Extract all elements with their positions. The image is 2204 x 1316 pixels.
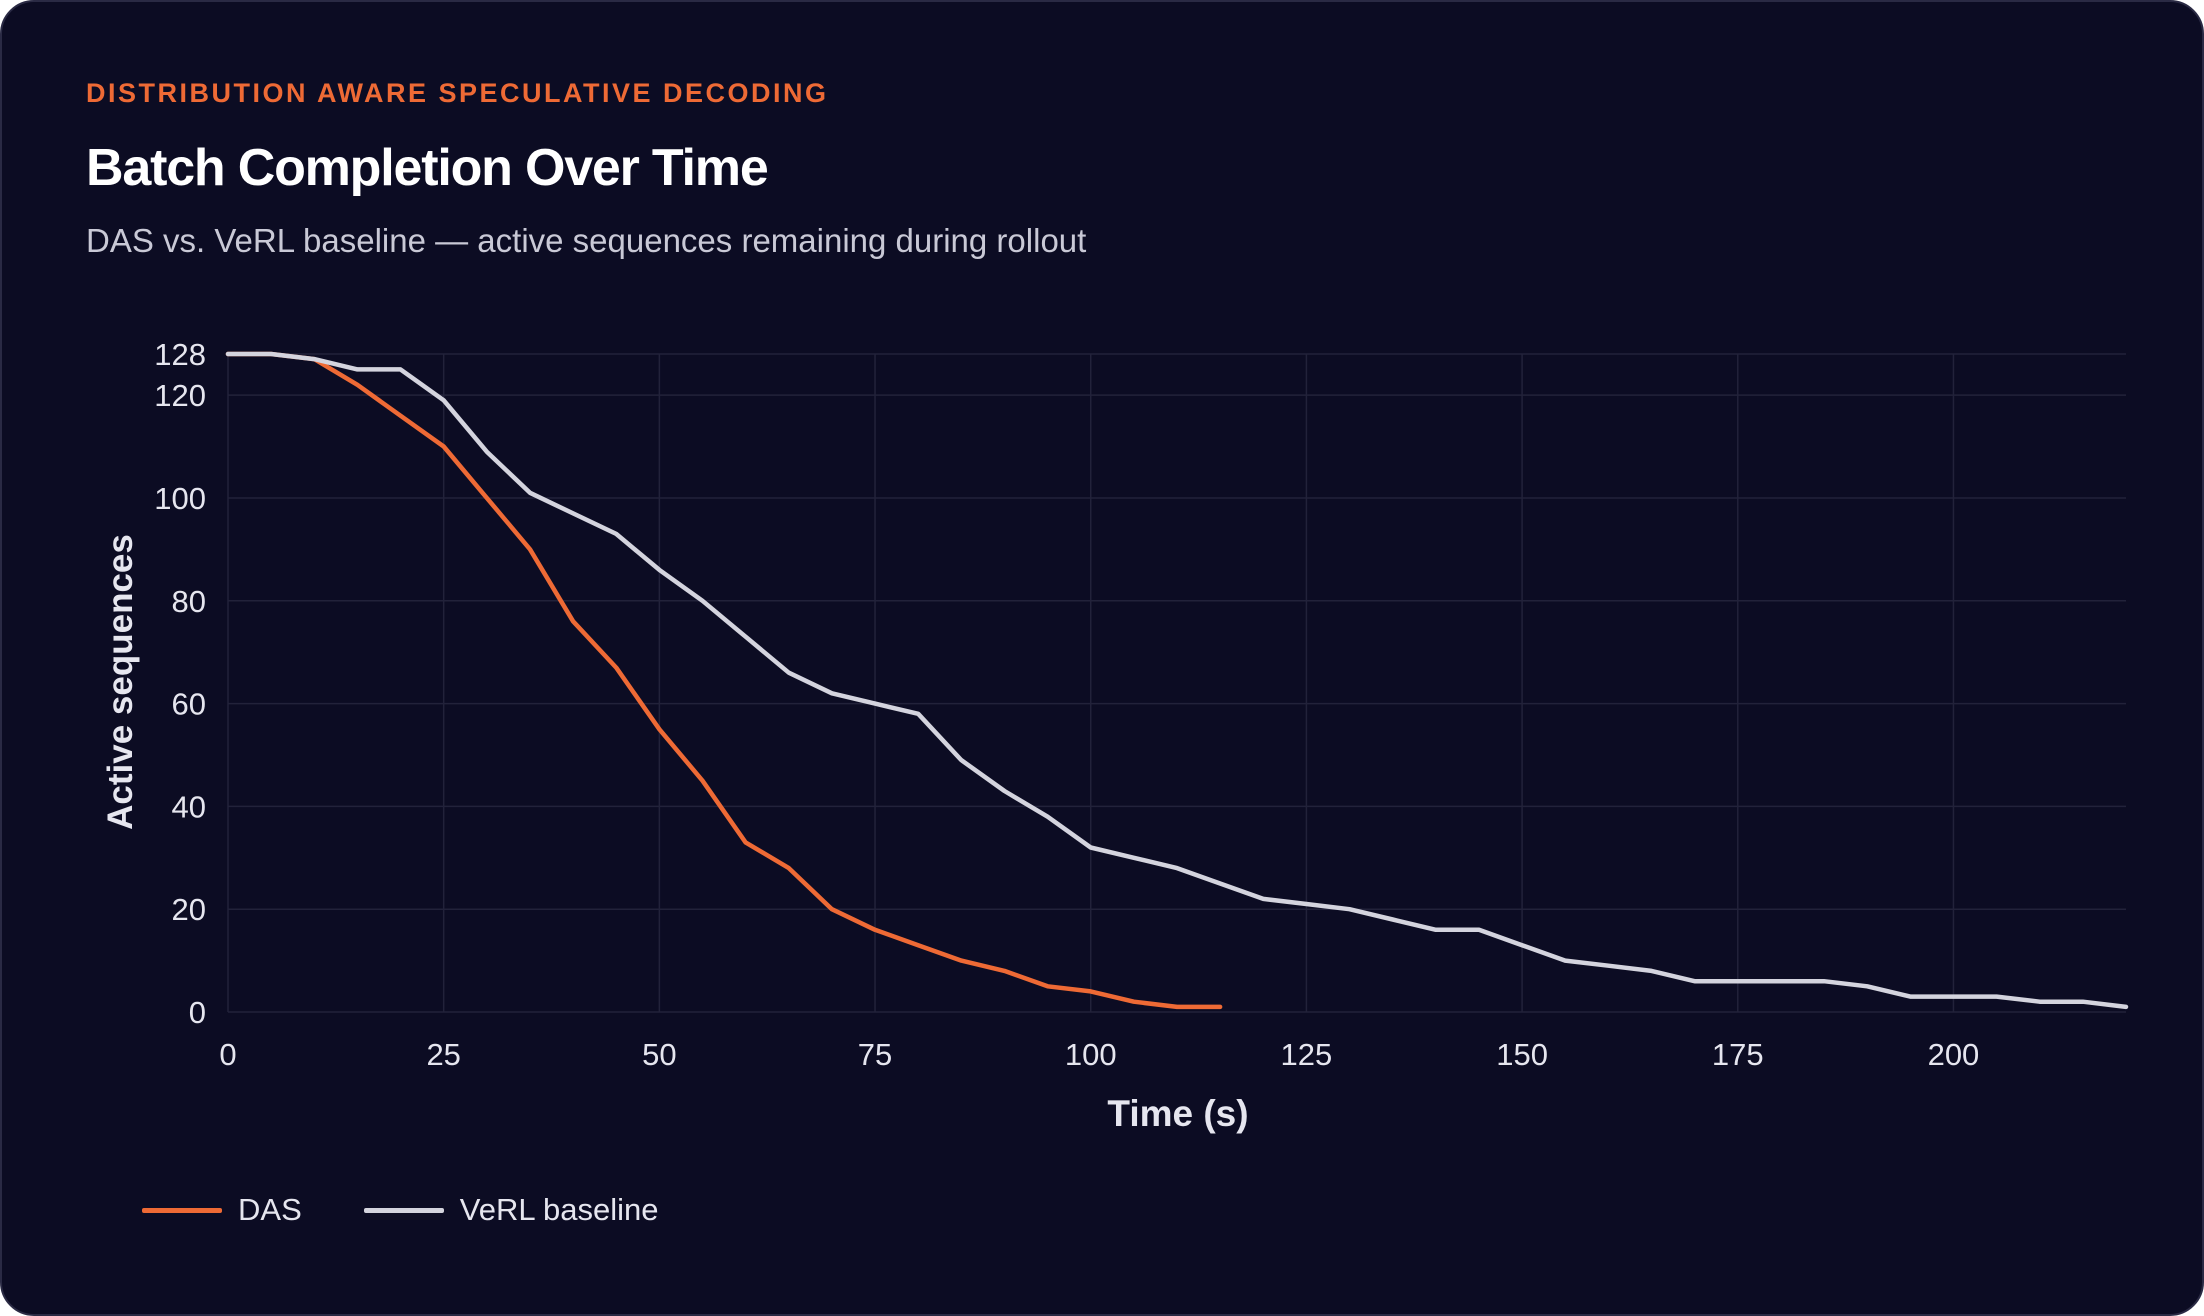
x-tick-label: 175 xyxy=(1712,1037,1764,1072)
legend-item-verl[interactable]: VeRL baseline xyxy=(363,1192,659,1228)
y-tick-label: 20 xyxy=(172,892,206,927)
chart-title: Batch Completion Over Time xyxy=(86,139,769,197)
x-tick-label: 125 xyxy=(1281,1037,1333,1072)
legend-swatch-das xyxy=(142,1207,222,1213)
legend-label-das: DAS xyxy=(238,1192,302,1227)
x-tick-label: 100 xyxy=(1065,1037,1117,1072)
legend-swatch-verl xyxy=(363,1207,444,1213)
legend-label-verl: VeRL baseline xyxy=(459,1192,659,1227)
y-axis-ticks: 0 20 40 60 80 100 120 128 xyxy=(154,337,206,1030)
x-axis-label: Time (s) xyxy=(1107,1093,1248,1134)
y-tick-label: 0 xyxy=(189,995,206,1030)
y-tick-label: 100 xyxy=(154,481,206,516)
series-line-verl-baseline xyxy=(225,351,2129,1010)
chart-legend: DAS VeRL baseline xyxy=(142,1192,659,1228)
y-axis-label: Active sequences xyxy=(101,534,140,830)
y-tick-label: 40 xyxy=(172,789,206,824)
grid-lines xyxy=(227,353,2126,1013)
x-tick-label: 75 xyxy=(858,1037,892,1072)
y-tick-label: 60 xyxy=(172,687,206,722)
chart-subtitle: DAS vs. VeRL baseline — active sequences… xyxy=(86,222,1087,259)
y-tick-label: 120 xyxy=(154,378,206,413)
series-line-das xyxy=(225,351,1223,1010)
x-tick-label: 25 xyxy=(426,1037,460,1072)
series-lines xyxy=(225,351,2129,1010)
x-tick-label: 0 xyxy=(219,1037,236,1072)
eyebrow-label: DISTRIBUTION AWARE SPECULATIVE DECODING xyxy=(86,78,829,108)
y-tick-label: 128 xyxy=(154,337,206,372)
legend-item-das[interactable]: DAS xyxy=(142,1192,302,1228)
x-axis-ticks: 0 25 50 75 100 125 150 175 200 xyxy=(219,1037,1979,1072)
x-tick-label: 150 xyxy=(1496,1037,1548,1072)
y-tick-label: 80 xyxy=(172,584,206,619)
x-tick-label: 200 xyxy=(1928,1037,1980,1072)
x-tick-label: 50 xyxy=(642,1037,676,1072)
